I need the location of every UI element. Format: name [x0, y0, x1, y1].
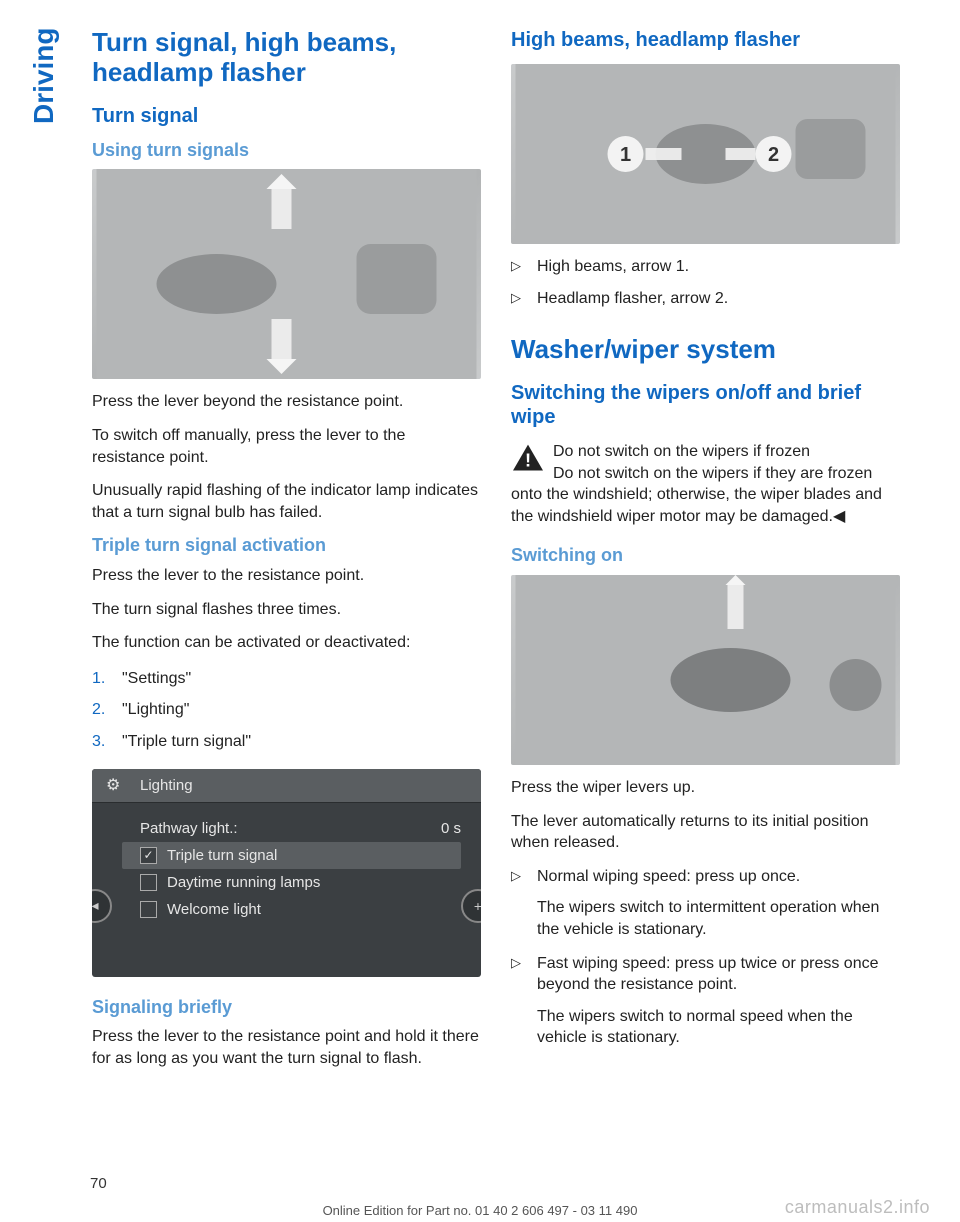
subsection-turn-signal: Turn signal	[92, 104, 481, 128]
subsection-high-beams: High beams, headlamp flasher	[511, 28, 900, 52]
section-title-washer-wiper: Washer/wiper system	[511, 335, 900, 365]
subsection-switching-wipers: Switching the wipers on/off and brief wi…	[511, 381, 900, 429]
bullet-text: Headlamp flasher, arrow 2.	[537, 288, 900, 310]
step-settings: "Settings"	[112, 666, 481, 692]
content-columns: Turn signal, high beams, headlamp flashe…	[68, 28, 900, 1150]
heading-triple-turn-signal: Triple turn signal activation	[92, 535, 481, 557]
bullet-fast-sub: The wipers switch to normal speed when t…	[537, 1006, 900, 1049]
menu-item-welcome: Welcome light	[140, 896, 461, 923]
svg-text:1: 1	[620, 144, 631, 166]
triangle-bullet-icon: ▷	[511, 866, 537, 888]
idrive-menu-screenshot: ⚙ Lighting Pathway light.: 0 s Triple tu…	[92, 769, 481, 977]
bullet-normal-sub: The wipers switch to intermittent operat…	[537, 897, 900, 940]
para-press-lever: Press the lever beyond the resistance po…	[92, 391, 481, 413]
bullet-text: High beams, arrow 1.	[537, 256, 900, 278]
para-rapid-flash: Unusually rapid flashing of the indicato…	[92, 480, 481, 523]
step-lighting: "Lighting"	[112, 697, 481, 723]
settings-steps-list: "Settings" "Lighting" "Triple turn signa…	[92, 666, 481, 755]
menu-row-pathway: Pathway light.: 0 s	[140, 815, 461, 842]
page-number: 70	[90, 1175, 107, 1192]
para-switch-off: To switch off manually, press the lever …	[92, 425, 481, 468]
figure-high-beams: 1 2	[511, 64, 900, 244]
bullet-text: Fast wiping speed: press up twice or pre…	[537, 953, 900, 996]
triangle-bullet-icon: ▷	[511, 256, 537, 278]
bullet-high-beams: ▷ High beams, arrow 1.	[511, 256, 900, 278]
right-column: High beams, headlamp flasher 1 2 ▷ High …	[511, 28, 900, 1150]
bullet-text: Normal wiping speed: press up once.	[537, 866, 900, 888]
left-column: Turn signal, high beams, headlamp flashe…	[92, 28, 481, 1150]
menu-row-label: Pathway light.:	[140, 820, 238, 837]
bullet-headlamp-flasher: ▷ Headlamp flasher, arrow 2.	[511, 288, 900, 310]
chapter-label: Driving	[28, 28, 68, 1150]
para-flashes-three: The turn signal flashes three times.	[92, 599, 481, 621]
figure-turn-signal-lever	[92, 169, 481, 379]
menu-body: Pathway light.: 0 s Triple turn signal D…	[92, 803, 481, 959]
menu-item-label: Welcome light	[167, 901, 261, 918]
warning-icon: !	[511, 443, 545, 473]
menu-row-value: 0 s	[441, 820, 461, 837]
page-container: Driving Turn signal, high beams, headlam…	[0, 0, 960, 1150]
triangle-bullet-icon: ▷	[511, 288, 537, 310]
wiper-illustration	[511, 575, 900, 765]
heading-using-turn-signals: Using turn signals	[92, 140, 481, 162]
para-press-resistance: Press the lever to the resistance point.	[92, 565, 481, 587]
menu-item-daytime: Daytime running lamps	[140, 869, 461, 896]
heading-signaling-briefly: Signaling briefly	[92, 997, 481, 1019]
menu-header: ⚙ Lighting	[92, 769, 481, 803]
triangle-bullet-icon: ▷	[511, 953, 537, 996]
checkbox-checked-icon	[140, 847, 157, 864]
para-press-wiper-up: Press the wiper levers up.	[511, 777, 900, 799]
high-beams-illustration: 1 2	[511, 64, 900, 244]
svg-text:2: 2	[768, 144, 779, 166]
checkbox-icon	[140, 874, 157, 891]
step-triple: "Triple turn signal"	[112, 729, 481, 755]
para-activated-deactivated: The function can be activated or deactiv…	[92, 632, 481, 654]
bullet-fast-wipe: ▷ Fast wiping speed: press up twice or p…	[511, 953, 900, 996]
para-lever-returns: The lever automatically returns to its i…	[511, 811, 900, 854]
section-title-turn-signal: Turn signal, high beams, headlamp flashe…	[92, 28, 481, 88]
para-signaling-briefly: Press the lever to the resistance point …	[92, 1026, 481, 1069]
warning-line1: Do not switch on the wipers if frozen	[553, 443, 810, 460]
bullet-normal-wipe: ▷ Normal wiping speed: press up once.	[511, 866, 900, 888]
heading-switching-on: Switching on	[511, 545, 900, 567]
gear-icon: ⚙	[106, 775, 120, 795]
watermark-text: carmanuals2.info	[785, 1197, 930, 1218]
warning-line2: Do not switch on the wipers if they are …	[511, 465, 882, 525]
checkbox-icon	[140, 901, 157, 918]
warning-paragraph: ! Do not switch on the wipers if frozen …	[511, 441, 900, 527]
svg-text:!: !	[525, 449, 531, 470]
menu-item-triple: Triple turn signal	[122, 842, 461, 869]
menu-item-label: Daytime running lamps	[167, 874, 320, 891]
turn-signal-illustration	[92, 169, 481, 379]
figure-wiper-lever	[511, 575, 900, 765]
menu-header-label: Lighting	[140, 777, 193, 794]
menu-item-label: Triple turn signal	[167, 847, 277, 864]
